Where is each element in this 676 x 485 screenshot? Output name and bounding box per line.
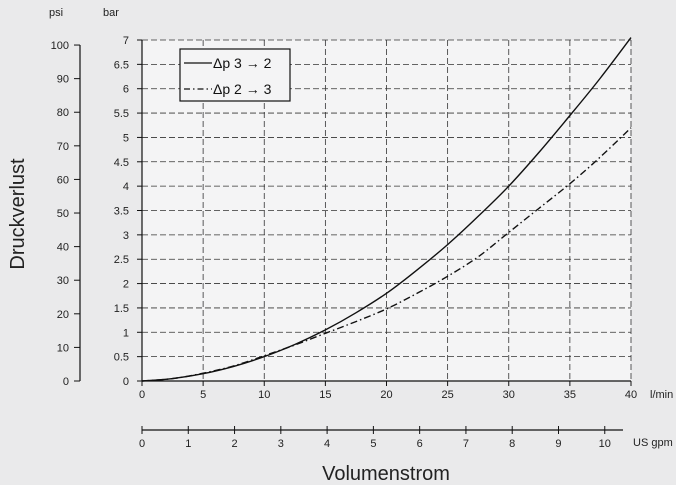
bar-tick-label: 3.5: [114, 206, 129, 218]
usgpm-tick-label: 7: [463, 438, 469, 450]
bar-tick-label: 0: [123, 376, 129, 388]
psi-tick-label: 50: [57, 208, 69, 220]
lmin-tick-label: 35: [564, 389, 576, 401]
usgpm-tick-label: 8: [509, 438, 515, 450]
psi-tick-label: 100: [51, 40, 69, 52]
usgpm-tick-label: 0: [139, 438, 145, 450]
psi-tick-label: 30: [57, 275, 69, 287]
bar-tick-label: 0.5: [114, 352, 129, 364]
lmin-tick-label: 25: [442, 389, 454, 401]
series-lines: [141, 37, 632, 382]
usgpm-tick-label: 3: [278, 438, 284, 450]
legend: Δp 3 → 2 Δp 2 → 3: [179, 48, 291, 102]
bar-tick-label: 2.5: [114, 254, 129, 266]
usgpm-tick-label: 2: [231, 438, 237, 450]
psi-tick-label: 90: [57, 74, 69, 86]
bar-tick-label: 5: [123, 132, 129, 144]
usgpm-tick-label: 9: [555, 438, 561, 450]
lmin-tick-label: 10: [258, 389, 270, 401]
psi-tick-label: 10: [57, 342, 69, 354]
usgpm-tick-label: 6: [417, 438, 423, 450]
psi-tick-label: 40: [57, 242, 69, 254]
lmin-unit-label: l/min: [650, 389, 673, 401]
psi-tick-label: 0: [63, 376, 69, 388]
lmin-tick-label: 5: [200, 389, 206, 401]
lmin-tick-label: 15: [319, 389, 331, 401]
bar-tick-label: 6: [123, 84, 129, 96]
psi-tick-label: 70: [57, 141, 69, 153]
legend-label-series-2: Δp 2 → 3: [213, 81, 272, 97]
bar-tick-label: 5.5: [114, 108, 129, 120]
bar-tick-label: 3: [123, 230, 129, 242]
bar-tick-label: 7: [123, 35, 129, 47]
bar-tick-label: 1.5: [114, 303, 129, 315]
usgpm-tick-label: 10: [599, 438, 611, 450]
bar-tick-label: 4.5: [114, 157, 129, 169]
bar-tick-label: 2: [123, 279, 129, 291]
bar-unit-label: bar: [103, 7, 119, 19]
lmin-tick-label: 20: [380, 389, 392, 401]
legend-label-series-1: Δp 3 → 2: [213, 55, 272, 71]
legend-box: [179, 48, 291, 102]
axes: 00.511.522.533.544.555.566.570 5 10 15 20 25 3…: [51, 35, 637, 450]
lmin-tick-label: 0: [139, 389, 145, 401]
lmin-tick-label: 30: [503, 389, 515, 401]
psi-tick-label: 80: [57, 107, 69, 119]
usgpm-tick-label: 1: [185, 438, 191, 450]
usgpm-unit-label: US gpm: [633, 437, 673, 449]
lmin-tick-label: 40: [625, 389, 637, 401]
bar-tick-label: 4: [123, 181, 129, 193]
psi-tick-label: 20: [57, 309, 69, 321]
usgpm-tick-label: 4: [324, 438, 330, 450]
psi-tick-label: 60: [57, 174, 69, 186]
y-axis-title: Druckverlust: [7, 158, 29, 270]
psi-unit-label: psi: [49, 7, 63, 19]
usgpm-tick-label: 5: [370, 438, 376, 450]
bar-tick-label: 6.5: [114, 59, 129, 71]
x-axis-title: Volumenstrom: [322, 463, 450, 485]
bar-tick-label: 1: [123, 327, 129, 339]
series-line-2: [141, 127, 632, 382]
